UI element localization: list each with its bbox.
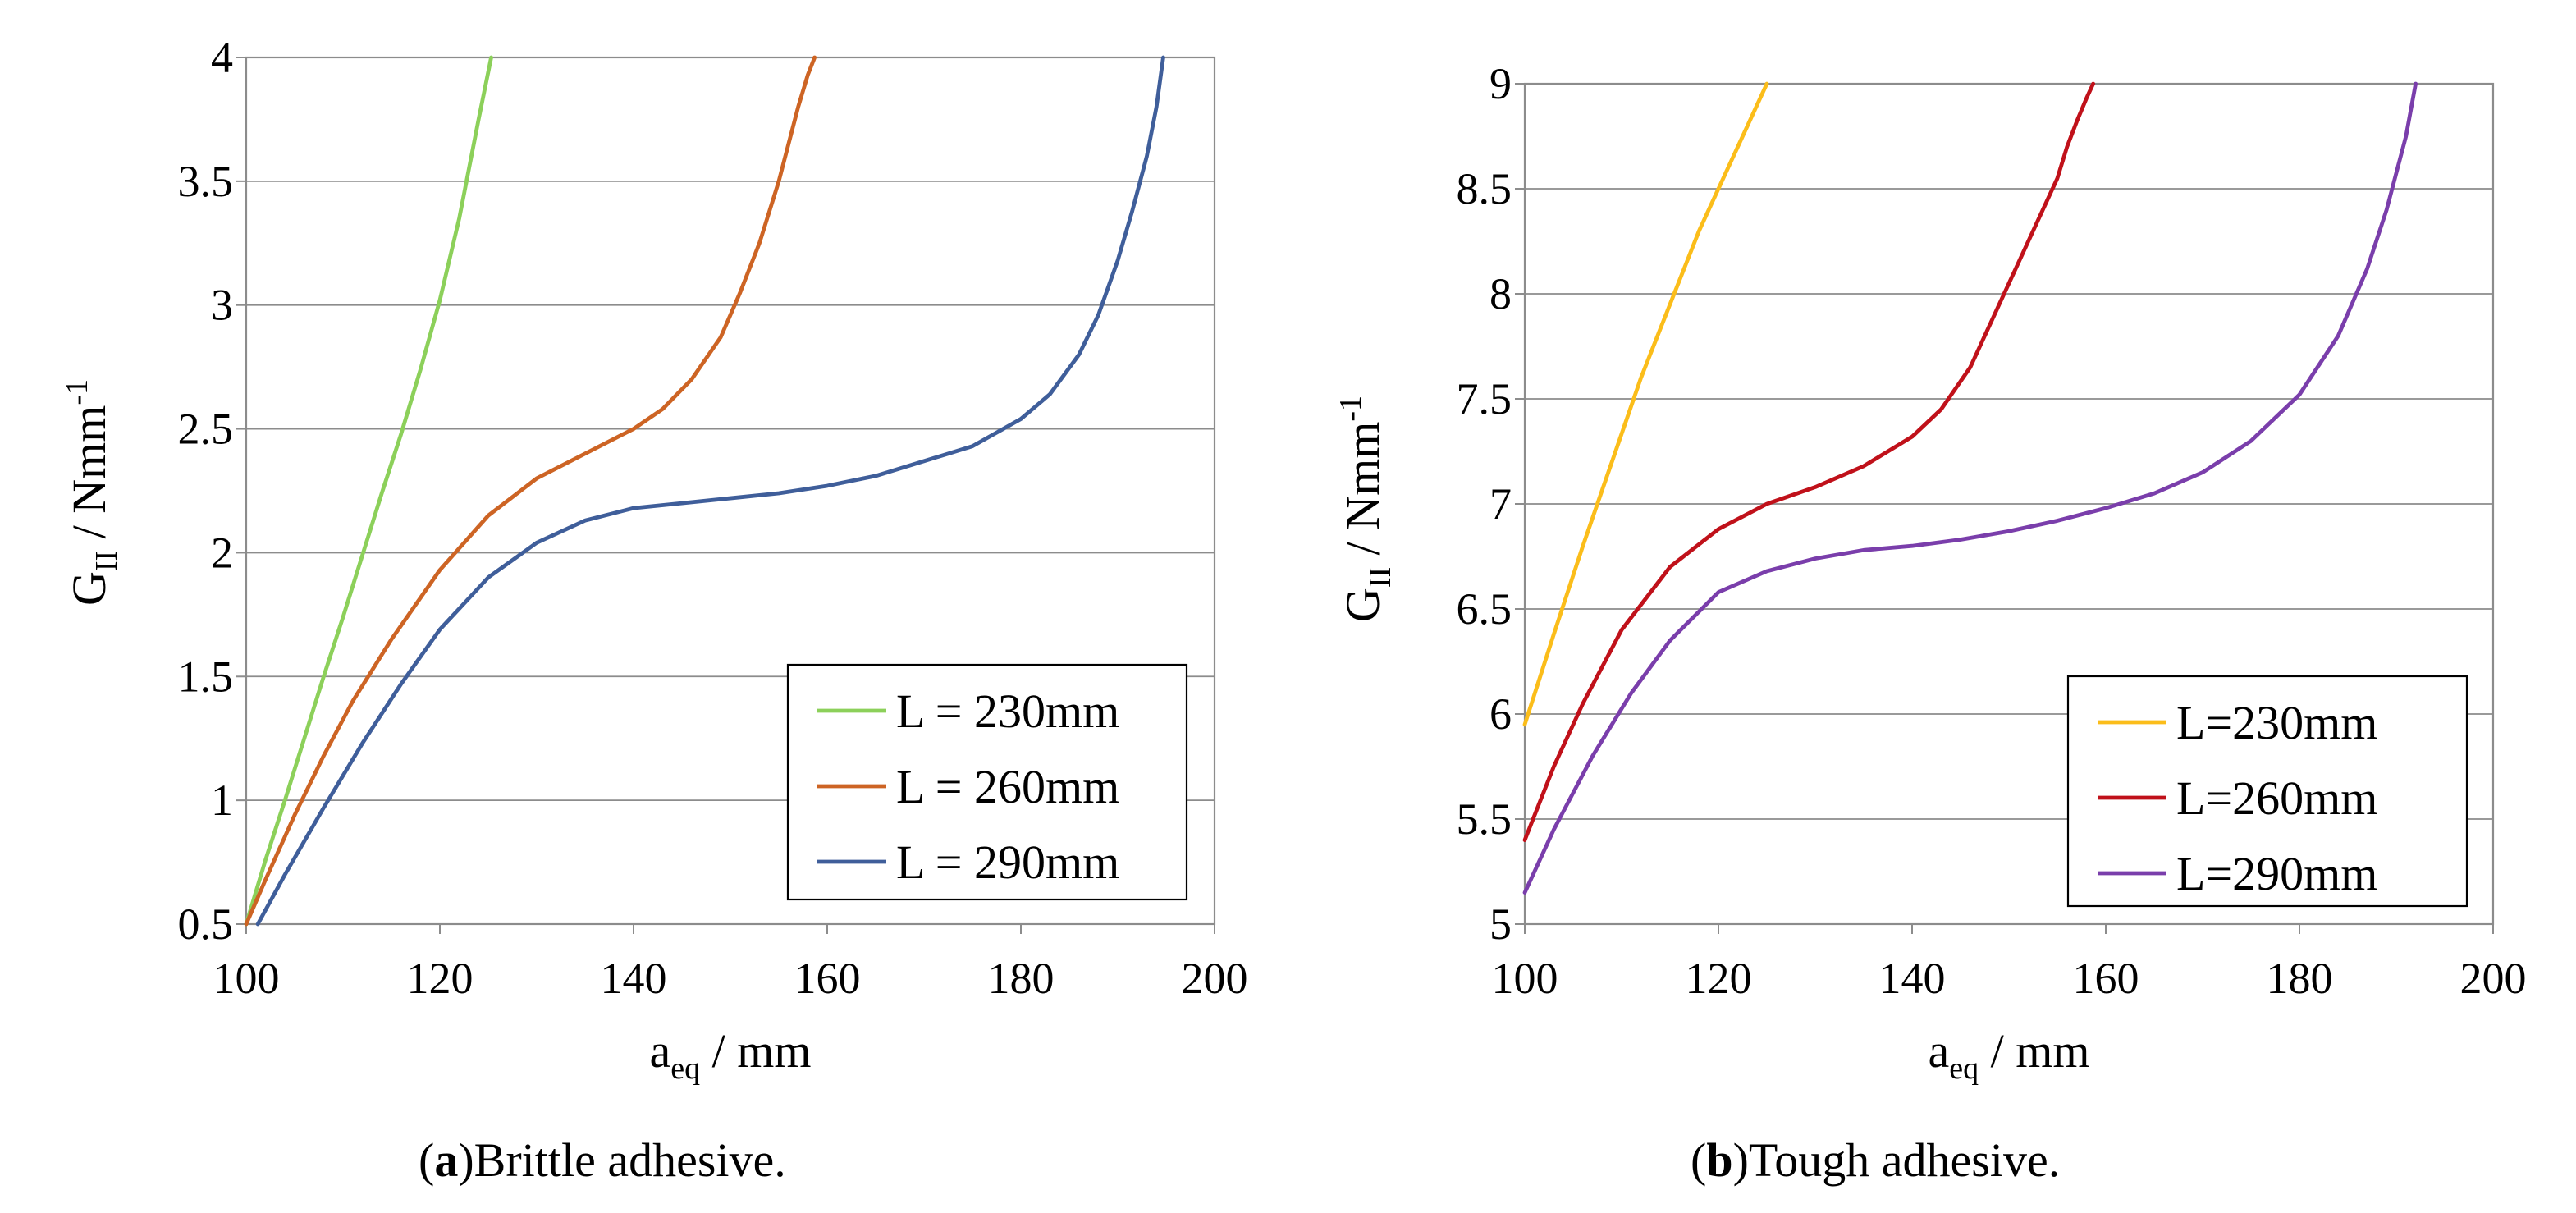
xtick-label-b-4: 180: [2267, 954, 2333, 1003]
chart-b: 5 5.5 6 6.5 7 7.5 8 8.5 9 100 120 140 160 180 200 L=230…: [1334, 59, 2527, 1086]
xtick-label-b-5: 200: [2460, 954, 2527, 1003]
legend-label-a-2: L = 290mm: [896, 835, 1119, 889]
xtick-label-b-0: 100: [1492, 954, 1558, 1003]
ytick-label-b-5: 7.5: [1457, 374, 1512, 423]
caption-a-letter: a: [434, 1133, 459, 1187]
legend-label-b-1: L=260mm: [2176, 771, 2377, 825]
ytick-label-b-0: 5: [1489, 899, 1512, 949]
x-axis-label-b: aeq / mm: [1929, 1024, 2090, 1086]
ytick-label-a-7: 4: [211, 33, 233, 82]
xtick-label-a-4: 180: [988, 954, 1055, 1003]
ytick-label-a-6: 3.5: [178, 157, 234, 206]
legend-label-a-1: L = 260mm: [896, 760, 1119, 813]
xtick-label-a-1: 120: [407, 954, 474, 1003]
ytick-label-b-2: 6: [1489, 689, 1512, 739]
xtick-label-a-5: 200: [1182, 954, 1248, 1003]
plot-frame-a: [245, 56, 1216, 926]
xtick-label-b-2: 140: [1879, 954, 1946, 1003]
legend-label-a-0: L = 230mm: [896, 684, 1119, 738]
x-axis-label-a: aeq / mm: [650, 1024, 812, 1086]
series-line-a-1: [244, 55, 817, 927]
xtick-label-b-1: 120: [1686, 954, 1752, 1003]
caption-b: (b)Tough adhesive.: [1691, 1133, 2061, 1187]
ytick-label-b-3: 6.5: [1457, 584, 1512, 634]
series-line-a-0: [244, 55, 493, 927]
xtick-label-a-3: 160: [794, 954, 861, 1003]
ytick-label-b-6: 8: [1489, 269, 1512, 318]
chart-a: 0.5 1 1.5 2 2.5 3 3.5 4 100 120 140 160 180 200 L = 23…: [60, 33, 1248, 1086]
ytick-label-a-0: 0.5: [178, 899, 234, 949]
legend-label-b-0: L=230mm: [2176, 696, 2377, 749]
series-line-b-2: [1522, 81, 2418, 895]
ytick-label-a-1: 1: [211, 776, 233, 825]
caption-b-text: Tough adhesive.: [1748, 1133, 2061, 1187]
series-line-b-1: [1522, 81, 2096, 842]
ytick-label-b-7: 8.5: [1457, 164, 1512, 213]
caption-a-text: Brittle adhesive.: [474, 1133, 786, 1187]
ytick-label-b-4: 7: [1489, 479, 1512, 529]
caption-a: (a)Brittle adhesive.: [419, 1133, 786, 1187]
xtick-label-a-0: 100: [213, 954, 280, 1003]
y-axis-label-b: GII / Nmm-1: [1334, 396, 1398, 622]
ytick-label-a-5: 3: [211, 281, 233, 330]
ytick-label-a-4: 2.5: [178, 405, 234, 454]
series-line-b-0: [1522, 81, 1769, 727]
y-axis-label-a: GII / Nmm-1: [60, 379, 124, 606]
ytick-label-b-8: 9: [1489, 59, 1512, 108]
xtick-label-a-2: 140: [601, 954, 667, 1003]
series-line-a-2: [255, 55, 1165, 927]
ytick-label-b-1: 5.5: [1457, 794, 1512, 844]
xtick-label-b-3: 160: [2073, 954, 2139, 1003]
ytick-label-a-2: 1.5: [178, 652, 234, 701]
legend-label-b-2: L=290mm: [2176, 847, 2377, 900]
ytick-label-a-3: 2: [211, 528, 233, 577]
caption-b-letter: b: [1706, 1133, 1733, 1187]
legend-box-b: [2066, 675, 2468, 908]
